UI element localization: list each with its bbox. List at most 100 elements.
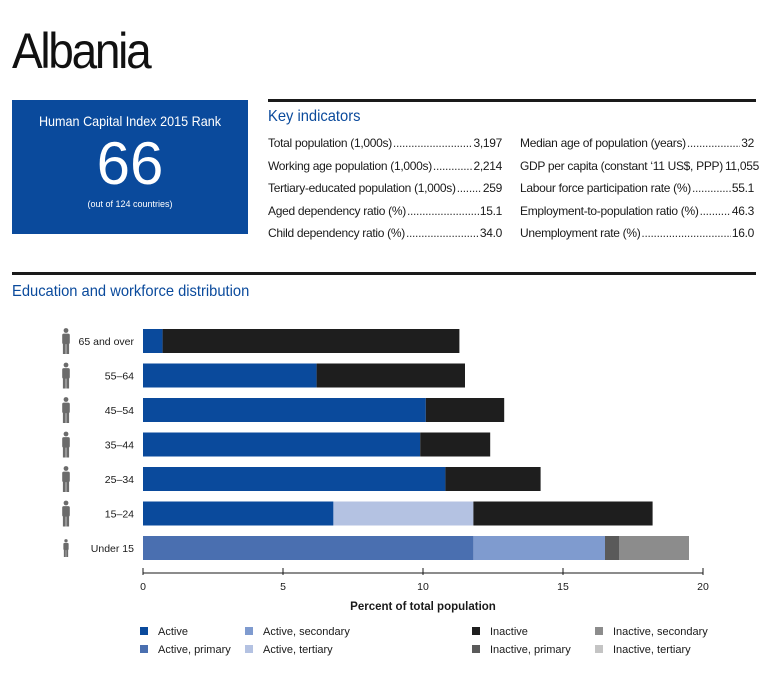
indicator-leader: [407, 204, 479, 218]
bar-segment: [143, 329, 163, 353]
x-tick-label: 15: [557, 581, 569, 593]
indicator-label: Child dependency ratio (%): [268, 226, 405, 240]
indicator-label: Working age population (1,000s): [268, 158, 432, 173]
indicator-leader: [687, 136, 740, 150]
bar-segment: [619, 536, 689, 560]
indicator-leader: [457, 181, 482, 195]
legend-swatch: [245, 645, 253, 653]
indicator-row: Employment-to-population ratio (%) 46.3: [520, 204, 754, 227]
indicator-label: Labour force participation rate (%): [520, 181, 691, 195]
category-label: 25–34: [105, 474, 134, 486]
indicator-value: 32: [741, 136, 754, 150]
bar-segment: [316, 363, 465, 388]
indicator-row: GDP per capita (constant ‘11 US$, PPP) 11…: [520, 158, 759, 182]
legend-item: Inactive: [472, 626, 528, 638]
bar-segment: [143, 467, 446, 491]
legend-swatch: [472, 627, 480, 635]
legend-swatch: [140, 645, 148, 653]
indicator-label: Unemployment rate (%): [520, 226, 641, 240]
indicator-leader: [641, 226, 730, 240]
indicator-row: Labour force participation rate (%) 55.1: [520, 181, 754, 204]
indicator-value: 34.0: [479, 226, 502, 240]
indicator-label: Tertiary-educated population (1,000s): [268, 181, 456, 195]
legend-item: Active, tertiary: [245, 644, 333, 656]
bar-segment: [143, 363, 317, 388]
indicator-row: Working age population (1,000s) 2,214: [268, 159, 502, 182]
education-section-title: Education and workforce distribution: [12, 283, 250, 300]
bar-segment: [143, 398, 426, 422]
indicator-leader: [433, 159, 473, 173]
rank-title: Human Capital Index 2015 Rank: [38, 113, 222, 129]
x-tick-label: 0: [140, 581, 146, 593]
bar-segment: [333, 501, 474, 526]
x-tick-label: 20: [697, 581, 709, 593]
category-label: 55–64: [105, 371, 134, 383]
indicator-row: Total population (1,000s) 3,197: [268, 136, 502, 159]
x-tick-label: 10: [417, 581, 429, 593]
bar-segment: [162, 329, 460, 353]
legend-swatch: [140, 627, 148, 635]
person-icon: [62, 431, 70, 458]
indicator-label: Total population (1,000s): [268, 136, 392, 150]
indicator-label: Aged dependency ratio (%): [268, 203, 406, 218]
indicator-value: 3,197: [473, 136, 502, 150]
indicator-value: 55.1: [731, 181, 754, 195]
rank-box: Human Capital Index 2015 Rank 66 (out of…: [12, 100, 248, 234]
legend-item: Active, secondary: [245, 626, 350, 638]
person-icon: [62, 466, 70, 492]
person-icon: [62, 397, 70, 423]
indicator-row: Median age of population (years) 32: [520, 136, 754, 159]
bar-segment: [445, 467, 541, 491]
indicator-leader: [393, 136, 473, 150]
legend-item: Active: [140, 626, 188, 638]
indicator-row: Unemployment rate (%) 16.0: [520, 226, 754, 249]
rank-subtitle: (out of 124 countries): [87, 199, 173, 209]
bar-segment: [420, 432, 491, 457]
person-icon: [63, 539, 69, 557]
key-indicators-right-column: Median age of population (years) 32 GDP p…: [520, 136, 759, 249]
indicator-row: Tertiary-educated population (1,000s) 259: [268, 181, 502, 204]
indicator-label: Median age of population (years): [520, 136, 686, 150]
education-workforce-chart: 65 and over 55–64 45–54 35–44 25–34 15–24 Unde…: [62, 328, 709, 613]
bar-segment: [143, 501, 334, 526]
indicator-leader: [700, 204, 731, 218]
indicator-value: 2,214: [473, 158, 502, 173]
category-label: 35–44: [105, 440, 134, 452]
category-label: Under 15: [91, 543, 134, 555]
legend-label: Inactive, secondary: [613, 626, 708, 638]
legend-swatch: [595, 627, 603, 635]
person-icon: [62, 500, 70, 527]
indicator-label: Employment-to-population ratio (%): [520, 203, 699, 218]
country-title: Albania: [12, 23, 152, 79]
legend-item: Inactive, primary: [472, 644, 571, 656]
legend-swatch: [472, 645, 480, 653]
bar-segment: [473, 536, 605, 560]
person-icon: [62, 362, 70, 389]
category-label: 15–24: [105, 509, 134, 521]
key-indicators-left-column: Total population (1,000s) 3,197 Working a…: [268, 136, 502, 249]
indicator-row: Child dependency ratio (%) 34.0: [268, 226, 502, 249]
bar-segment: [143, 536, 474, 560]
category-label: 45–54: [105, 405, 134, 417]
bar-segment: [605, 536, 619, 560]
indicator-leader: [692, 181, 731, 195]
legend-item: Inactive, secondary: [595, 626, 708, 638]
rank-value: 66: [96, 130, 164, 197]
legend-label: Inactive: [490, 626, 528, 638]
legend-label: Active, tertiary: [263, 644, 333, 656]
legend-label: Active: [158, 626, 188, 638]
indicator-value: 11,055: [724, 158, 759, 173]
key-indicators-title: Key indicators: [268, 108, 361, 125]
category-label: 65 and over: [79, 336, 135, 348]
indicator-value: 16.0: [731, 226, 754, 240]
indicator-leader: [406, 226, 479, 240]
indicator-value: 15.1: [479, 203, 502, 218]
x-axis-title: Percent of total population: [350, 601, 496, 613]
legend-label: Inactive, primary: [490, 644, 571, 656]
education-section-divider: [12, 272, 756, 275]
legend-label: Inactive, tertiary: [613, 644, 691, 656]
key-indicators-divider: [268, 99, 756, 102]
indicator-row: Aged dependency ratio (%) 15.1: [268, 204, 502, 227]
legend-swatch: [245, 627, 253, 635]
indicator-label: GDP per capita (constant ‘11 US$, PPP): [520, 158, 723, 173]
